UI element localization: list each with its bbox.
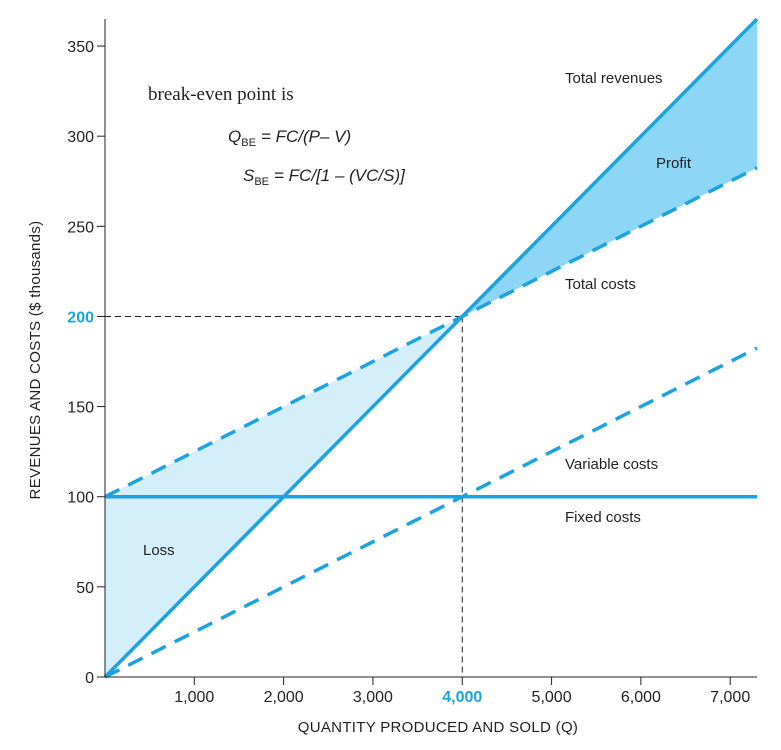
y-tick-label: 100 (67, 490, 94, 507)
x-tick-label: 7,000 (710, 689, 750, 706)
x-tick-label: 6,000 (621, 689, 661, 706)
series-line-total-costs (104, 166, 758, 499)
y-tick-label: 250 (67, 219, 94, 236)
series-label-total-costs: Total costs (565, 276, 636, 293)
series-label-variable-costs: Variable costs (565, 456, 658, 473)
formula-q-be: QBE = FC/(P– V) (228, 127, 351, 149)
x-tick-label: 4,000 (442, 689, 482, 706)
series-lines (103, 17, 759, 679)
series-label-fixed-costs: Fixed costs (565, 509, 641, 526)
x-tick-label: 1,000 (174, 689, 214, 706)
x-tick-label: 5,000 (532, 689, 572, 706)
y-tick-label: 150 (67, 400, 94, 417)
y-tick-label: 350 (67, 39, 94, 56)
series-label-total-revenues: Total revenues (565, 70, 663, 87)
formula-s-rhs: = FC/[1 – (VC/S)] (274, 166, 406, 185)
y-tick-label: 50 (76, 580, 94, 597)
y-tick-label: 200 (67, 309, 94, 326)
formula-s-sub: BE (254, 176, 269, 188)
break-even-intro-text: break-even point is (148, 84, 294, 105)
y-axis-ticks: 0 50 100 150 200 250 300 350 (67, 39, 105, 687)
x-tick-label: 3,000 (353, 689, 393, 706)
series-line-total-revenues (103, 17, 759, 679)
formula-q-rhs: = FC/(P– V) (261, 127, 351, 146)
formula-s-be: SBE = FC/[1 – (VC/S)] (243, 166, 406, 188)
y-tick-label: 300 (67, 129, 94, 146)
region-label-profit: Profit (656, 155, 692, 172)
x-axis-ticks: 1,000 2,000 3,000 4,000 5,000 6,000 7,000 (174, 677, 750, 706)
formula-q-var: Q (228, 127, 241, 146)
y-tick-label: 0 (85, 670, 94, 687)
axes (104, 19, 757, 678)
series-line-variable-costs (104, 346, 758, 679)
y-axis-title: REVENUES AND COSTS ($ thousands) (27, 221, 44, 500)
x-tick-label: 2,000 (264, 689, 304, 706)
formula-s-var: S (243, 166, 255, 185)
formula-q-sub: BE (241, 137, 256, 149)
region-label-loss: Loss (143, 542, 175, 559)
x-axis-title: QUANTITY PRODUCED AND SOLD (Q) (298, 719, 578, 736)
